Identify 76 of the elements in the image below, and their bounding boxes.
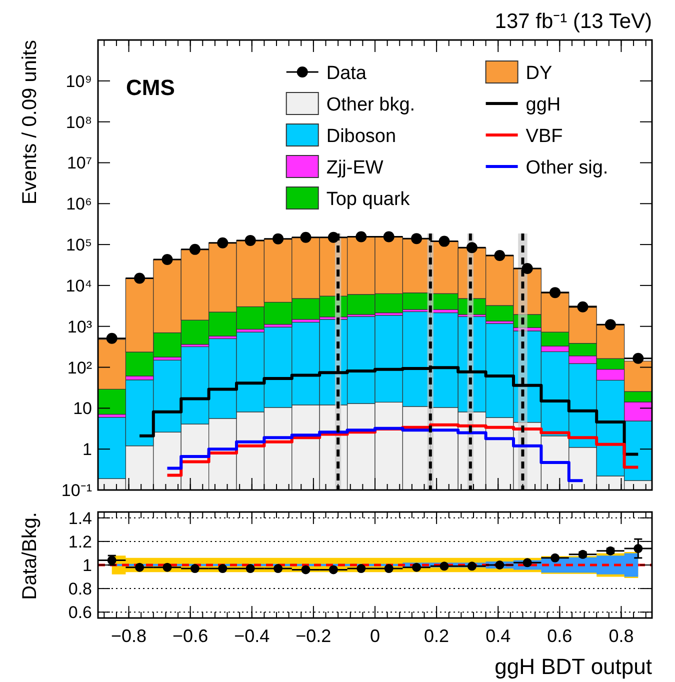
- point: [106, 332, 118, 344]
- y-tick-label: 10⁶: [66, 194, 92, 214]
- legend-label: Diboson: [326, 126, 396, 147]
- point: [384, 564, 394, 574]
- y-tick-label: 0.6: [68, 603, 92, 622]
- legend-label: Top quark: [326, 189, 410, 210]
- y-tick-label: 10⁸: [66, 112, 92, 132]
- y-tick-label: 10⁹: [66, 72, 92, 91]
- point: [246, 564, 255, 574]
- point: [328, 232, 339, 243]
- point: [466, 242, 478, 254]
- x-axis-title: ggH BDT output: [494, 654, 652, 679]
- annotation: CMS: [126, 75, 175, 100]
- point: [494, 250, 506, 261]
- point: [522, 262, 533, 274]
- x-tick-label: 0.6: [547, 626, 572, 646]
- x-tick-label: −0.6: [172, 626, 208, 646]
- point: [218, 564, 228, 574]
- x-tick-label: −0.8: [111, 626, 147, 646]
- y-axis-title: Events / 0.09 units: [19, 40, 41, 205]
- point: [162, 254, 173, 266]
- point: [217, 237, 228, 248]
- y-tick-label: 10⁷: [66, 154, 92, 173]
- y-tick-label: 10⁵: [66, 236, 92, 255]
- point: [244, 234, 256, 246]
- point: [162, 562, 172, 572]
- y-tick-label: 1: [82, 440, 92, 460]
- legend-label: Zjj-EW: [326, 158, 384, 178]
- point: [440, 562, 449, 571]
- legend-label: Other bkg.: [326, 94, 416, 116]
- point: [411, 233, 422, 244]
- legend-label: Other sig.: [526, 158, 608, 178]
- point: [189, 244, 200, 255]
- point: [134, 272, 146, 284]
- legend-label: ggH: [526, 94, 561, 116]
- point: [467, 562, 476, 571]
- point: [190, 564, 200, 574]
- y-tick-label: 10: [73, 399, 92, 418]
- chart-title: 137 fb⁻¹ (13 TeV): [494, 10, 652, 33]
- point: [356, 564, 366, 574]
- point: [135, 562, 144, 572]
- x-tick-label: −0.4: [234, 626, 270, 646]
- y-tick-label: 1: [82, 556, 92, 575]
- y-tick-label: 10⁴: [66, 276, 92, 296]
- point: [301, 565, 310, 574]
- x-tick-label: 0: [370, 626, 380, 646]
- y-tick-label: 10²: [67, 358, 92, 378]
- x-tick-label: 0.4: [486, 626, 511, 646]
- point: [300, 232, 312, 243]
- point: [634, 544, 643, 554]
- y-tick-label: 10³: [67, 317, 92, 336]
- point: [577, 301, 588, 312]
- x-tick-label: 0.2: [424, 626, 450, 646]
- point: [272, 233, 284, 244]
- y-axis-title: Data/Bkg.: [19, 512, 41, 600]
- point: [412, 562, 422, 572]
- point: [328, 565, 338, 574]
- point: [604, 319, 616, 330]
- point: [383, 231, 394, 242]
- y-tick-label: 1.2: [68, 532, 92, 552]
- point: [438, 236, 450, 247]
- point: [495, 560, 504, 570]
- point: [356, 231, 367, 242]
- point: [632, 352, 644, 364]
- legend-label: Data: [326, 63, 367, 84]
- legend-label: DY: [526, 63, 553, 84]
- point: [274, 564, 283, 574]
- x-tick-label: −0.2: [296, 626, 332, 646]
- y-tick-label: 10⁻¹: [61, 481, 92, 500]
- y-tick-label: 1.4: [68, 508, 92, 528]
- x-tick-label: 0.8: [608, 626, 634, 646]
- point: [550, 287, 561, 298]
- point: [550, 553, 560, 562]
- point: [522, 558, 532, 568]
- y-tick-label: 0.8: [68, 580, 92, 599]
- legend-label: VBF: [526, 126, 563, 147]
